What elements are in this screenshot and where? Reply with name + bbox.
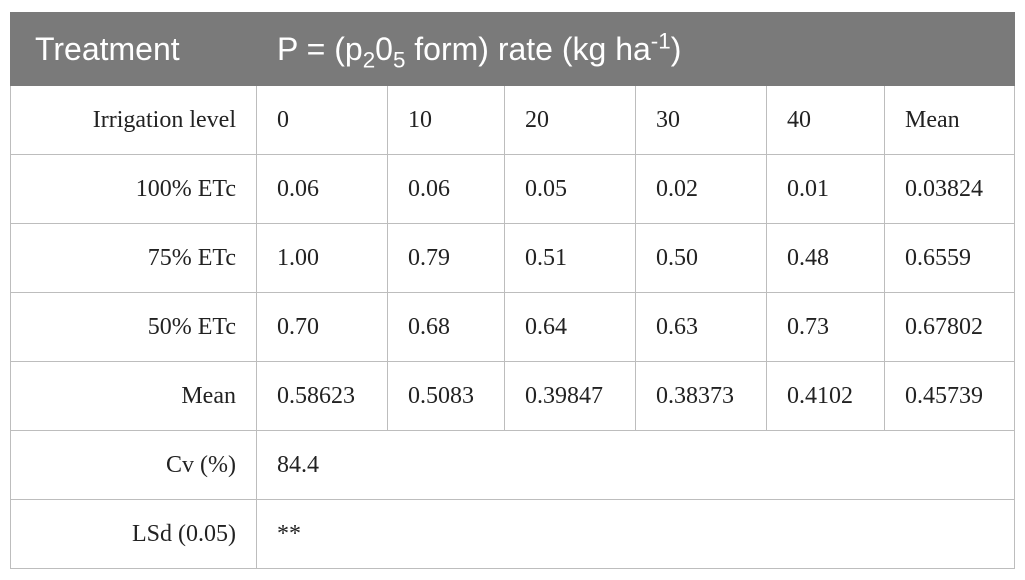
- table-cell: 0.6559: [883, 223, 1016, 293]
- table-cell: 0.63: [635, 292, 767, 362]
- rate-header-sub1: 2: [362, 46, 376, 72]
- column-label: Mean: [883, 85, 1016, 155]
- rate-header-sub2: 5: [392, 46, 406, 72]
- row-label: 75% ETc: [10, 223, 257, 293]
- header-row: Treatment P = (p205 form) rate (kg ha-1): [10, 12, 1016, 86]
- cv-value: 84.4: [255, 430, 1016, 500]
- table-cell: 0.38373: [635, 361, 767, 431]
- table-cell: 0.05: [504, 154, 636, 224]
- data-table: Treatment P = (p205 form) rate (kg ha-1)…: [10, 12, 1016, 569]
- cv-row: Cv (%) 84.4: [10, 430, 1016, 500]
- rate-header-sup: -1: [650, 27, 671, 53]
- column-label: 0: [256, 85, 388, 155]
- table-cell: 0.68: [387, 292, 505, 362]
- table-cell: 0.67802: [883, 292, 1016, 362]
- table-row: 50% ETc 0.70 0.68 0.64 0.63 0.73 0.67802: [10, 292, 1016, 362]
- lsd-label: LSd (0.05): [10, 499, 257, 569]
- table-cell: 0.5083: [387, 361, 505, 431]
- table-cell: 0.48: [766, 223, 885, 293]
- table-cell: 0.01: [766, 154, 885, 224]
- table-cell: 0.58623: [256, 361, 388, 431]
- row-label: Irrigation level: [10, 85, 257, 155]
- table-row: 100% ETc 0.06 0.06 0.05 0.02 0.01 0.0382…: [10, 154, 1016, 224]
- rate-header-suffix: form) rate (kg ha: [405, 30, 651, 67]
- table-cell: 0.79: [387, 223, 505, 293]
- treatment-header-label: Treatment: [35, 30, 180, 67]
- lsd-row: LSd (0.05) **: [10, 499, 1016, 569]
- column-label: 40: [766, 85, 885, 155]
- lsd-value: **: [255, 499, 1016, 569]
- table-cell: 0.50: [635, 223, 767, 293]
- rate-header-end: ): [670, 30, 682, 67]
- treatment-header: Treatment: [10, 12, 257, 86]
- table-cell: 0.39847: [504, 361, 636, 431]
- table-cell: 0.64: [504, 292, 636, 362]
- rate-header-mid: 0: [375, 30, 393, 67]
- cv-label: Cv (%): [10, 430, 257, 500]
- table-row: Mean 0.58623 0.5083 0.39847 0.38373 0.41…: [10, 361, 1016, 431]
- column-label: 30: [635, 85, 767, 155]
- table-cell: 0.02: [635, 154, 767, 224]
- table-row: 75% ETc 1.00 0.79 0.51 0.50 0.48 0.6559: [10, 223, 1016, 293]
- table-cell: 0.06: [256, 154, 388, 224]
- table-cell: 0.73: [766, 292, 885, 362]
- rate-header: P = (p205 form) rate (kg ha-1): [255, 12, 1016, 86]
- table-cell: 0.45739: [883, 361, 1016, 431]
- table-cell: 1.00: [256, 223, 388, 293]
- table-cell: 0.70: [256, 292, 388, 362]
- row-label: 100% ETc: [10, 154, 257, 224]
- row-label: 50% ETc: [10, 292, 257, 362]
- column-label: 20: [504, 85, 636, 155]
- table-cell: 0.06: [387, 154, 505, 224]
- table-cell: 0.4102: [766, 361, 885, 431]
- table-cell: 0.51: [504, 223, 636, 293]
- column-label: 10: [387, 85, 505, 155]
- table-cell: 0.03824: [883, 154, 1016, 224]
- row-label: Mean: [10, 361, 257, 431]
- rate-header-prefix: P = (p: [277, 30, 363, 67]
- column-labels-row: Irrigation level 0 10 20 30 40 Mean: [10, 85, 1016, 155]
